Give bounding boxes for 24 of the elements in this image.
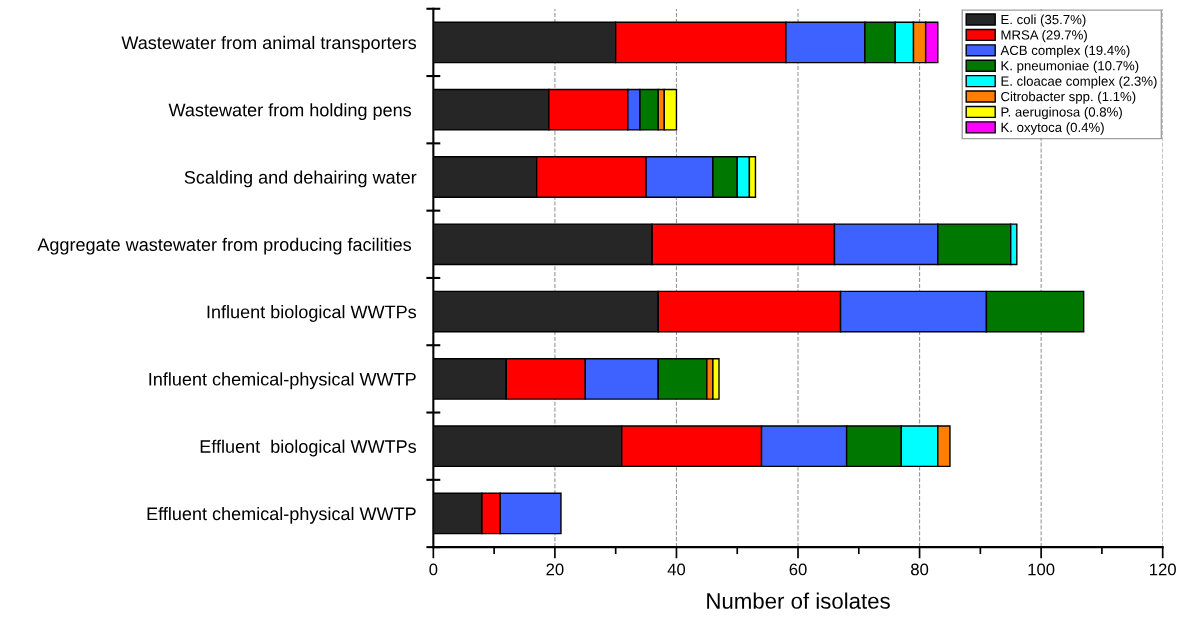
y-tick-label: Influent chemical-physical WWTP (149, 372, 416, 390)
legend-label: E. cloacae complex (2.3%) (1001, 76, 1157, 89)
x-tick-label: 60 (789, 563, 807, 576)
y-tick-label: Wastewater from holding pens (168, 103, 412, 120)
y-tick-label: Scalding and dehairing water (184, 170, 417, 188)
legend-label: P. aeruginosa (0.8%) (1001, 106, 1122, 120)
x-tick-label: 120 (1150, 563, 1176, 576)
x-tick-label: 20 (546, 563, 564, 576)
legend-label: ACB complex (19.4%) (1000, 45, 1130, 58)
y-tick-label: Wastewater from animal transporters (121, 35, 417, 53)
y-tick-label: Aggregate wastewater from producing facilities (37, 237, 412, 255)
x-tick-label: 100 (1028, 563, 1055, 576)
x-tick-label: 80 (911, 563, 929, 576)
y-tick-label: Effluent chemical-physical WWTP (147, 506, 416, 524)
y-tick-label: Influent biological WWTPs (207, 305, 417, 322)
legend-label: K. oxytoca (0.4%) (1001, 122, 1104, 135)
legend-label: MRSA (29.7%) (1001, 29, 1087, 43)
legend-label: K. pneumoniae (10.7%) (1001, 60, 1139, 74)
x-tick-label: 0 (429, 563, 438, 576)
y-tick-label: Effluent biological WWTPs (200, 439, 417, 457)
legend-label: E. coli (35.7%) (1001, 14, 1086, 27)
legend-label: Citrobacter spp. (1.1%) (1001, 91, 1136, 104)
x-axis-title: Number of isolates (707, 592, 890, 609)
x-tick-label: 40 (667, 563, 686, 576)
